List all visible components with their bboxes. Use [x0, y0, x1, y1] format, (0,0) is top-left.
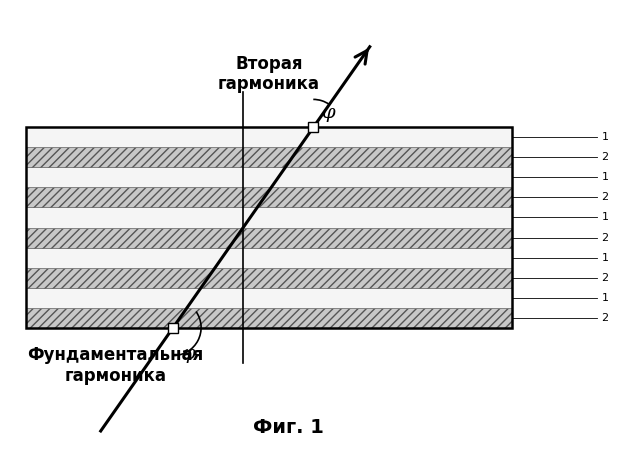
Text: 1: 1: [602, 293, 609, 303]
Bar: [26, 248, 512, 268]
Bar: [168, 323, 178, 333]
Bar: [26, 127, 512, 147]
Bar: [26, 288, 512, 308]
Text: Фиг. 1: Фиг. 1: [253, 418, 323, 437]
Bar: [26, 127, 512, 328]
Text: 2: 2: [602, 313, 609, 323]
Bar: [26, 167, 512, 187]
Text: 2: 2: [602, 152, 609, 162]
Text: 1: 1: [602, 212, 609, 222]
Bar: [308, 122, 318, 132]
Text: 2: 2: [602, 273, 609, 283]
Bar: [26, 147, 512, 167]
Bar: [26, 308, 512, 328]
Text: 1: 1: [602, 132, 609, 142]
Bar: [26, 268, 512, 288]
Text: φ: φ: [321, 104, 335, 122]
Bar: [26, 187, 512, 207]
Text: 2: 2: [602, 192, 609, 202]
Bar: [26, 207, 512, 228]
Bar: [26, 228, 512, 248]
Text: 1: 1: [602, 172, 609, 182]
Text: 1: 1: [602, 253, 609, 263]
Text: Вторая
гармоника: Вторая гармоника: [218, 55, 320, 93]
Text: 2: 2: [602, 233, 609, 243]
Text: Фундаментальная
гармоника: Фундаментальная гармоника: [27, 346, 204, 384]
Text: φ: φ: [181, 344, 195, 363]
